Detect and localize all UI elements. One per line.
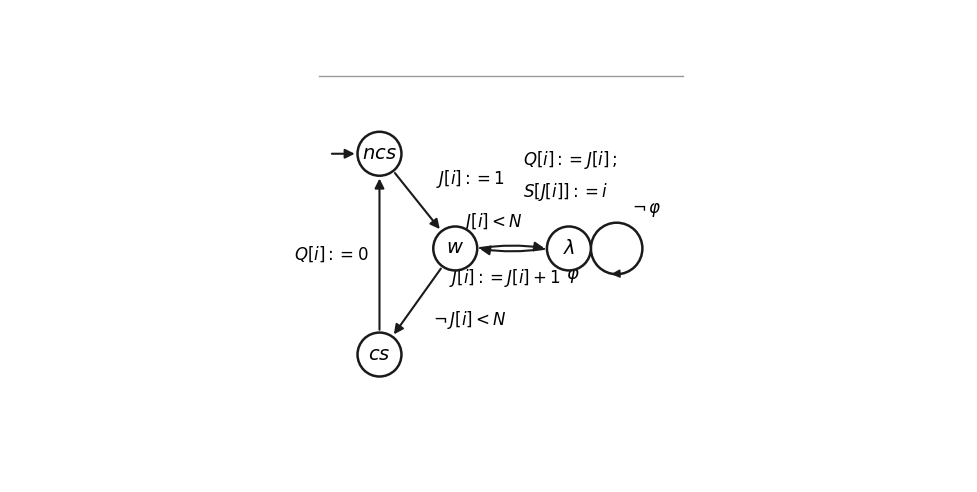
- Circle shape: [358, 132, 402, 176]
- Text: $ncs$: $ncs$: [362, 145, 397, 163]
- Text: $cs$: $cs$: [368, 345, 391, 364]
- Circle shape: [433, 226, 477, 271]
- Text: $\neg\,\varphi$: $\neg\,\varphi$: [632, 201, 661, 219]
- Text: $\lambda$: $\lambda$: [563, 239, 575, 258]
- Circle shape: [358, 333, 402, 376]
- Text: $J[i]<N$: $J[i]<N$: [463, 211, 523, 233]
- Text: $\neg\,J[i]<N$: $\neg\,J[i]<N$: [433, 309, 506, 331]
- Circle shape: [547, 226, 591, 271]
- Text: $J[i]:=J[i]+1$: $J[i]:=J[i]+1$: [448, 268, 561, 289]
- Text: $Q[i]:=0$: $Q[i]:=0$: [293, 245, 368, 264]
- Text: $J[i]:=1$: $J[i]:=1$: [437, 168, 505, 190]
- Text: $\varphi$: $\varphi$: [566, 268, 579, 285]
- Text: $Q[i]:=J[i]\,;$
$S[J[i]]:=i$: $Q[i]:=J[i]\,;$ $S[J[i]]:=i$: [524, 150, 617, 203]
- Text: $w$: $w$: [446, 240, 464, 257]
